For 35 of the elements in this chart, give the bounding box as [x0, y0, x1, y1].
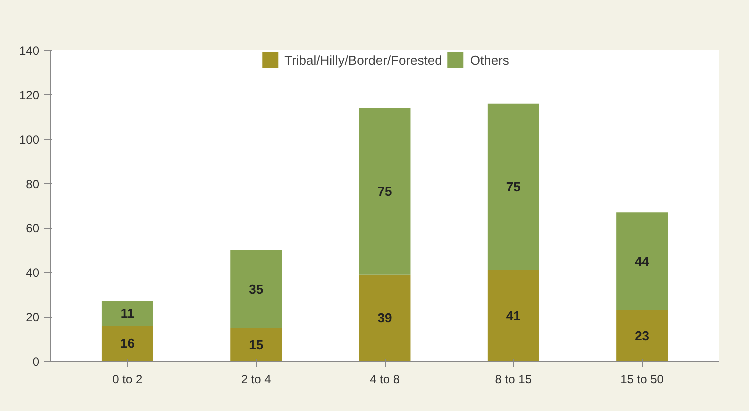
y-tick-label: 40	[26, 266, 40, 280]
data-label: 39	[378, 310, 392, 326]
bar	[102, 302, 154, 326]
y-tick-label: 120	[19, 88, 40, 102]
y-tick-label: 100	[19, 132, 40, 147]
data-label: 11	[120, 306, 135, 322]
data-label: 75	[378, 184, 392, 200]
y-tick-label: 140	[19, 44, 40, 58]
bar	[359, 274, 411, 362]
data-label: 16	[120, 336, 135, 352]
bar	[616, 310, 668, 362]
x-tick-label: 15 to 50	[620, 372, 664, 386]
y-tick-label: 20	[26, 310, 40, 325]
data-label: 75	[506, 180, 521, 195]
data-label: 35	[249, 282, 264, 297]
x-tick-label: 2 to 4	[241, 372, 272, 386]
bar	[102, 326, 154, 362]
y-tick-label: 60	[26, 222, 40, 236]
x-tick-label: 0 to 2	[112, 372, 144, 386]
bar	[230, 250, 282, 328]
y-tick-label: 0	[32, 355, 40, 369]
bar	[230, 328, 282, 362]
data-label: 44	[635, 254, 650, 270]
y-tick-label: 80	[26, 177, 40, 192]
data-label: 41	[506, 308, 521, 324]
x-tick-label: 4 to 8	[370, 372, 400, 386]
data-label: 15	[249, 337, 264, 352]
legend-label: Others	[470, 52, 510, 68]
bar	[488, 270, 540, 362]
data-label: 23	[635, 328, 650, 344]
bar	[488, 104, 540, 270]
x-tick-label: 8 to 15	[495, 372, 532, 386]
bar	[616, 212, 668, 310]
bar	[359, 108, 411, 275]
legend-label: Tribal/Hilly/Border/Forested	[284, 52, 442, 68]
